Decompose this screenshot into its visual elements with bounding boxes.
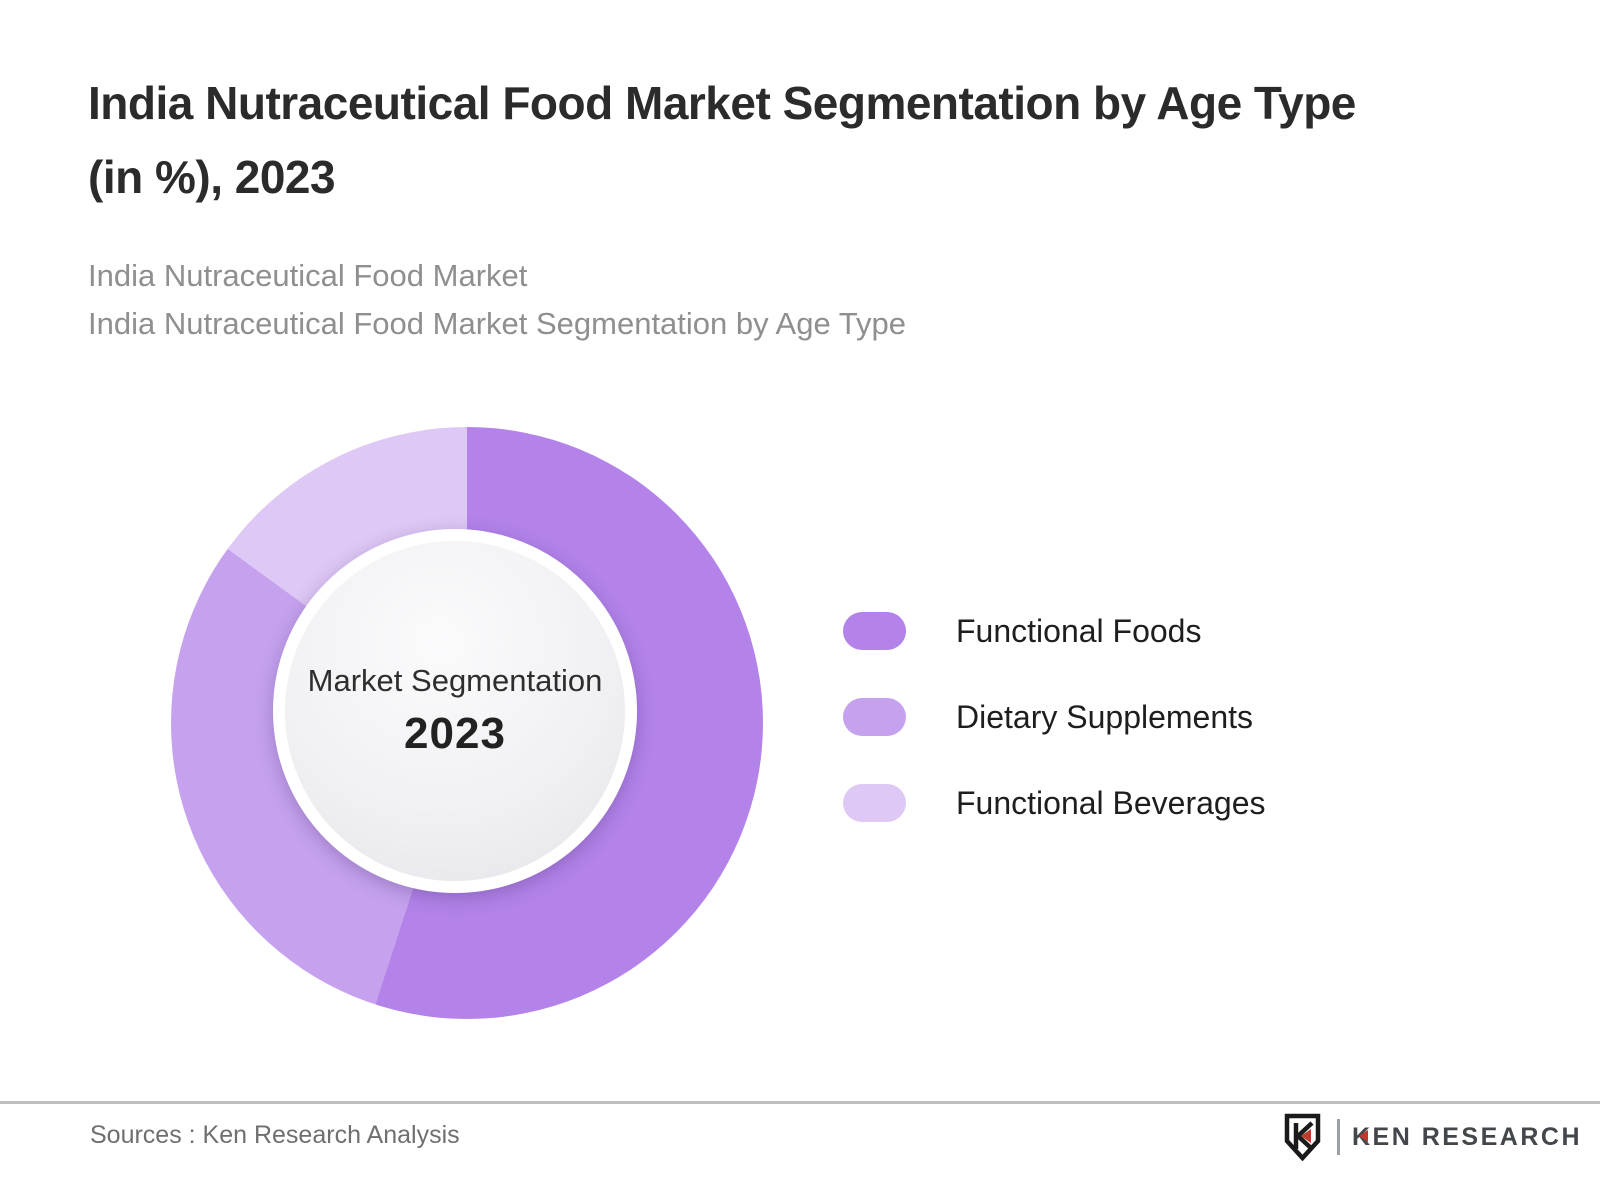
legend-item-dietary-supplements: Dietary Supplements bbox=[843, 698, 1266, 736]
logo-wordmark: KEN RESEARCH bbox=[1351, 1122, 1582, 1151]
subtitle-line1: India Nutraceutical Food Market bbox=[88, 258, 528, 293]
subtitle-line2: India Nutraceutical Food Market Segmenta… bbox=[88, 306, 906, 341]
legend-swatch-functional-foods bbox=[843, 612, 906, 650]
legend-swatch-functional-beverages bbox=[843, 784, 906, 822]
donut-center-label: Market Segmentation bbox=[307, 663, 603, 698]
legend-label-dietary-supplements: Dietary Supplements bbox=[956, 698, 1254, 735]
donut-center: Market Segmentation 2023 bbox=[273, 529, 637, 893]
logo-separator bbox=[1336, 1119, 1340, 1155]
legend-label-functional-beverages: Functional Beverages bbox=[956, 784, 1266, 821]
page-subtitle: India Nutraceutical Food Market India Nu… bbox=[88, 252, 1288, 348]
shield-red-triangle bbox=[1300, 1129, 1311, 1143]
logo-k-arrow-icon bbox=[1358, 1129, 1368, 1142]
page-title: India Nutraceutical Food Market Segmenta… bbox=[88, 66, 1558, 214]
legend-swatch-dietary-supplements bbox=[843, 698, 906, 736]
legend-item-functional-foods: Functional Foods bbox=[843, 612, 1266, 650]
sources-text: Sources : Ken Research Analysis bbox=[90, 1121, 460, 1149]
donut-center-year: 2023 bbox=[404, 709, 506, 758]
legend-label-functional-foods: Functional Foods bbox=[956, 612, 1202, 649]
page-title-line2: (in %), 2023 bbox=[88, 151, 336, 203]
ken-research-shield-icon bbox=[1284, 1113, 1321, 1161]
footer-divider bbox=[0, 1101, 1600, 1104]
page-title-line1: India Nutraceutical Food Market Segmenta… bbox=[88, 77, 1356, 129]
donut-chart: Market Segmentation 2023 bbox=[171, 427, 763, 1019]
ken-research-logo: KEN RESEARCH bbox=[1283, 1112, 1582, 1162]
chart-legend: Functional Foods Dietary Supplements Fun… bbox=[843, 612, 1266, 870]
legend-item-functional-beverages: Functional Beverages bbox=[843, 784, 1266, 822]
